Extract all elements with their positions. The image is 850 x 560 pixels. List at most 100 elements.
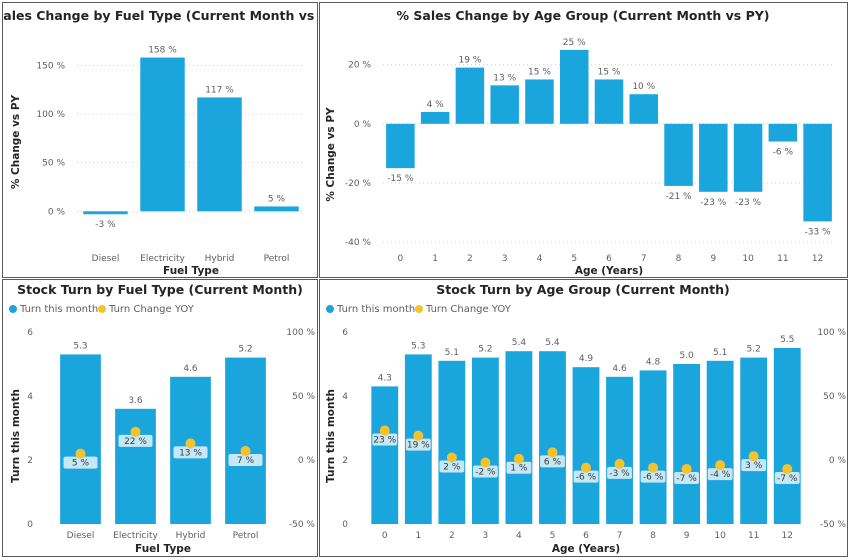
change-label-bg bbox=[173, 446, 208, 459]
fuel-sales-chart: % Sales Change by Fuel Type (Current Mon… bbox=[3, 8, 317, 277]
legend-label-change: Turn Change YOY bbox=[108, 304, 195, 315]
change-label: 3 % bbox=[745, 461, 763, 471]
x-tick-label: Electricity bbox=[113, 531, 158, 541]
change-label-bg bbox=[540, 455, 565, 468]
data-label: 117 % bbox=[205, 85, 234, 95]
change-label-bg bbox=[741, 459, 767, 472]
x-tick-label: 2 bbox=[467, 254, 473, 264]
change-label-bg bbox=[439, 460, 465, 473]
data-label: 5.3 bbox=[73, 341, 87, 351]
change-label-bg bbox=[506, 461, 532, 474]
y2-tick-label: 50 % bbox=[823, 392, 846, 402]
bar bbox=[254, 206, 299, 212]
bar bbox=[733, 123, 763, 192]
x-axis-title: Fuel Type bbox=[135, 543, 191, 555]
age-turn-panel[interactable]: Stock Turn by Age Group (Current Month) T… bbox=[319, 279, 848, 557]
legend-label-turn: Turn this month bbox=[19, 304, 98, 315]
x-tick-label: 5 bbox=[571, 254, 577, 264]
change-label-bg bbox=[405, 438, 431, 451]
bar bbox=[594, 79, 624, 124]
y-tick-label: 0 bbox=[27, 520, 33, 530]
x-axis-title: Age (Years) bbox=[575, 265, 643, 277]
data-label: -15 % bbox=[387, 174, 414, 184]
data-label: 5.4 bbox=[545, 338, 560, 348]
data-label: -33 % bbox=[805, 227, 832, 237]
change-label-bg bbox=[228, 454, 263, 467]
bar bbox=[664, 123, 693, 186]
change-dot bbox=[614, 458, 625, 469]
change-label-bg bbox=[372, 433, 398, 446]
x-tick-label: 1 bbox=[415, 531, 421, 541]
bar bbox=[83, 211, 128, 215]
bar bbox=[803, 123, 832, 222]
change-label: -6 % bbox=[576, 473, 597, 483]
change-label-bg bbox=[118, 434, 153, 447]
change-dot bbox=[648, 462, 659, 473]
chart-title: Stock Turn by Age Group (Current Month) bbox=[436, 282, 730, 297]
change-label: 1 % bbox=[510, 464, 528, 474]
x-tick-label: 10 bbox=[714, 531, 726, 541]
data-label: -3 % bbox=[95, 220, 116, 230]
x-axis-title: Fuel Type bbox=[163, 265, 219, 277]
x-tick-label: 0 bbox=[398, 254, 404, 264]
legend-swatch-change bbox=[98, 305, 106, 313]
change-label: 6 % bbox=[544, 457, 562, 467]
legend-label-change: Turn Change YOY bbox=[425, 304, 512, 315]
y-axis-title: % Change vs PY bbox=[325, 107, 337, 202]
change-dot bbox=[413, 430, 424, 441]
y2-tick-label: -50 % bbox=[820, 520, 847, 530]
change-dot bbox=[480, 457, 491, 468]
x-tick-label: 6 bbox=[606, 254, 612, 264]
y2-tick-label: 100 % bbox=[286, 328, 315, 338]
x-tick-label: 4 bbox=[537, 254, 543, 264]
x-tick-label: Diesel bbox=[67, 531, 95, 541]
data-label: 4.6 bbox=[612, 364, 627, 374]
data-label: 158 % bbox=[148, 46, 177, 56]
y-tick-label: 4 bbox=[342, 392, 348, 402]
change-label-bg bbox=[674, 471, 700, 484]
bar bbox=[420, 111, 450, 124]
data-label: -23 % bbox=[700, 198, 727, 208]
change-label: 2 % bbox=[443, 462, 461, 472]
bar bbox=[490, 85, 519, 124]
change-label-bg bbox=[707, 468, 733, 481]
age-sales-panel[interactable]: % Sales Change by Age Group (Current Mon… bbox=[319, 2, 848, 278]
data-label: -23 % bbox=[735, 198, 762, 208]
y-tick-label: 0 % bbox=[48, 207, 66, 217]
x-tick-label: 12 bbox=[812, 254, 823, 264]
change-dot bbox=[185, 438, 196, 449]
x-tick-label: 12 bbox=[782, 531, 793, 541]
change-label: -4 % bbox=[710, 470, 731, 480]
bar bbox=[60, 354, 101, 524]
y2-tick-label: 0 % bbox=[829, 456, 847, 466]
y-axis-title: Turn this month bbox=[10, 389, 22, 483]
y2-tick-label: 100 % bbox=[817, 328, 846, 338]
change-label-bg bbox=[573, 470, 599, 483]
change-label: 5 % bbox=[72, 459, 90, 469]
bar bbox=[773, 348, 801, 524]
bar bbox=[386, 123, 415, 169]
bar bbox=[115, 408, 156, 524]
data-label: -6 % bbox=[773, 148, 794, 158]
x-tick-label: 7 bbox=[641, 254, 647, 264]
x-tick-label: 1 bbox=[432, 254, 438, 264]
change-label-bg bbox=[640, 470, 666, 483]
fuel-sales-panel[interactable]: % Sales Change by Fuel Type (Current Mon… bbox=[2, 2, 318, 278]
age-sales-chart: % Sales Change by Age Group (Current Mon… bbox=[325, 8, 835, 277]
data-label: 15 % bbox=[598, 67, 621, 77]
x-tick-label: 5 bbox=[550, 531, 556, 541]
x-tick-label: Diesel bbox=[92, 254, 120, 264]
bar bbox=[197, 97, 242, 212]
data-label: 15 % bbox=[528, 67, 551, 77]
x-tick-label: 7 bbox=[617, 531, 623, 541]
data-label: 3.6 bbox=[128, 396, 143, 406]
data-label: 5.2 bbox=[478, 345, 492, 355]
x-tick-label: 11 bbox=[777, 254, 788, 264]
change-dot bbox=[513, 453, 524, 464]
change-label: -2 % bbox=[475, 468, 496, 478]
chart-title: % Sales Change by Fuel Type (Current Mon… bbox=[3, 8, 317, 23]
fuel-turn-panel[interactable]: Stock Turn by Fuel Type (Current Month) T… bbox=[2, 279, 318, 557]
y-tick-label: -40 % bbox=[345, 238, 372, 248]
change-dot bbox=[681, 463, 692, 474]
chart-title: Stock Turn by Fuel Type (Current Month) bbox=[17, 282, 303, 297]
